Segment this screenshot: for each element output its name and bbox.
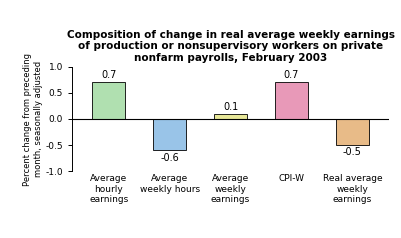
Text: 0.7: 0.7 — [284, 70, 299, 80]
Title: Composition of change in real average weekly earnings
of production or nonsuperv: Composition of change in real average we… — [67, 30, 395, 63]
Text: 0.1: 0.1 — [223, 102, 238, 112]
Text: -0.5: -0.5 — [343, 147, 362, 157]
Bar — [336, 119, 369, 145]
Bar — [214, 114, 247, 119]
Bar — [275, 82, 308, 119]
Text: -0.6: -0.6 — [160, 153, 179, 163]
Y-axis label: Percent change from preceding
month, seasonally adjusted: Percent change from preceding month, sea… — [23, 53, 43, 185]
Text: 0.7: 0.7 — [101, 70, 116, 80]
Bar — [92, 82, 126, 119]
Bar — [153, 119, 186, 150]
